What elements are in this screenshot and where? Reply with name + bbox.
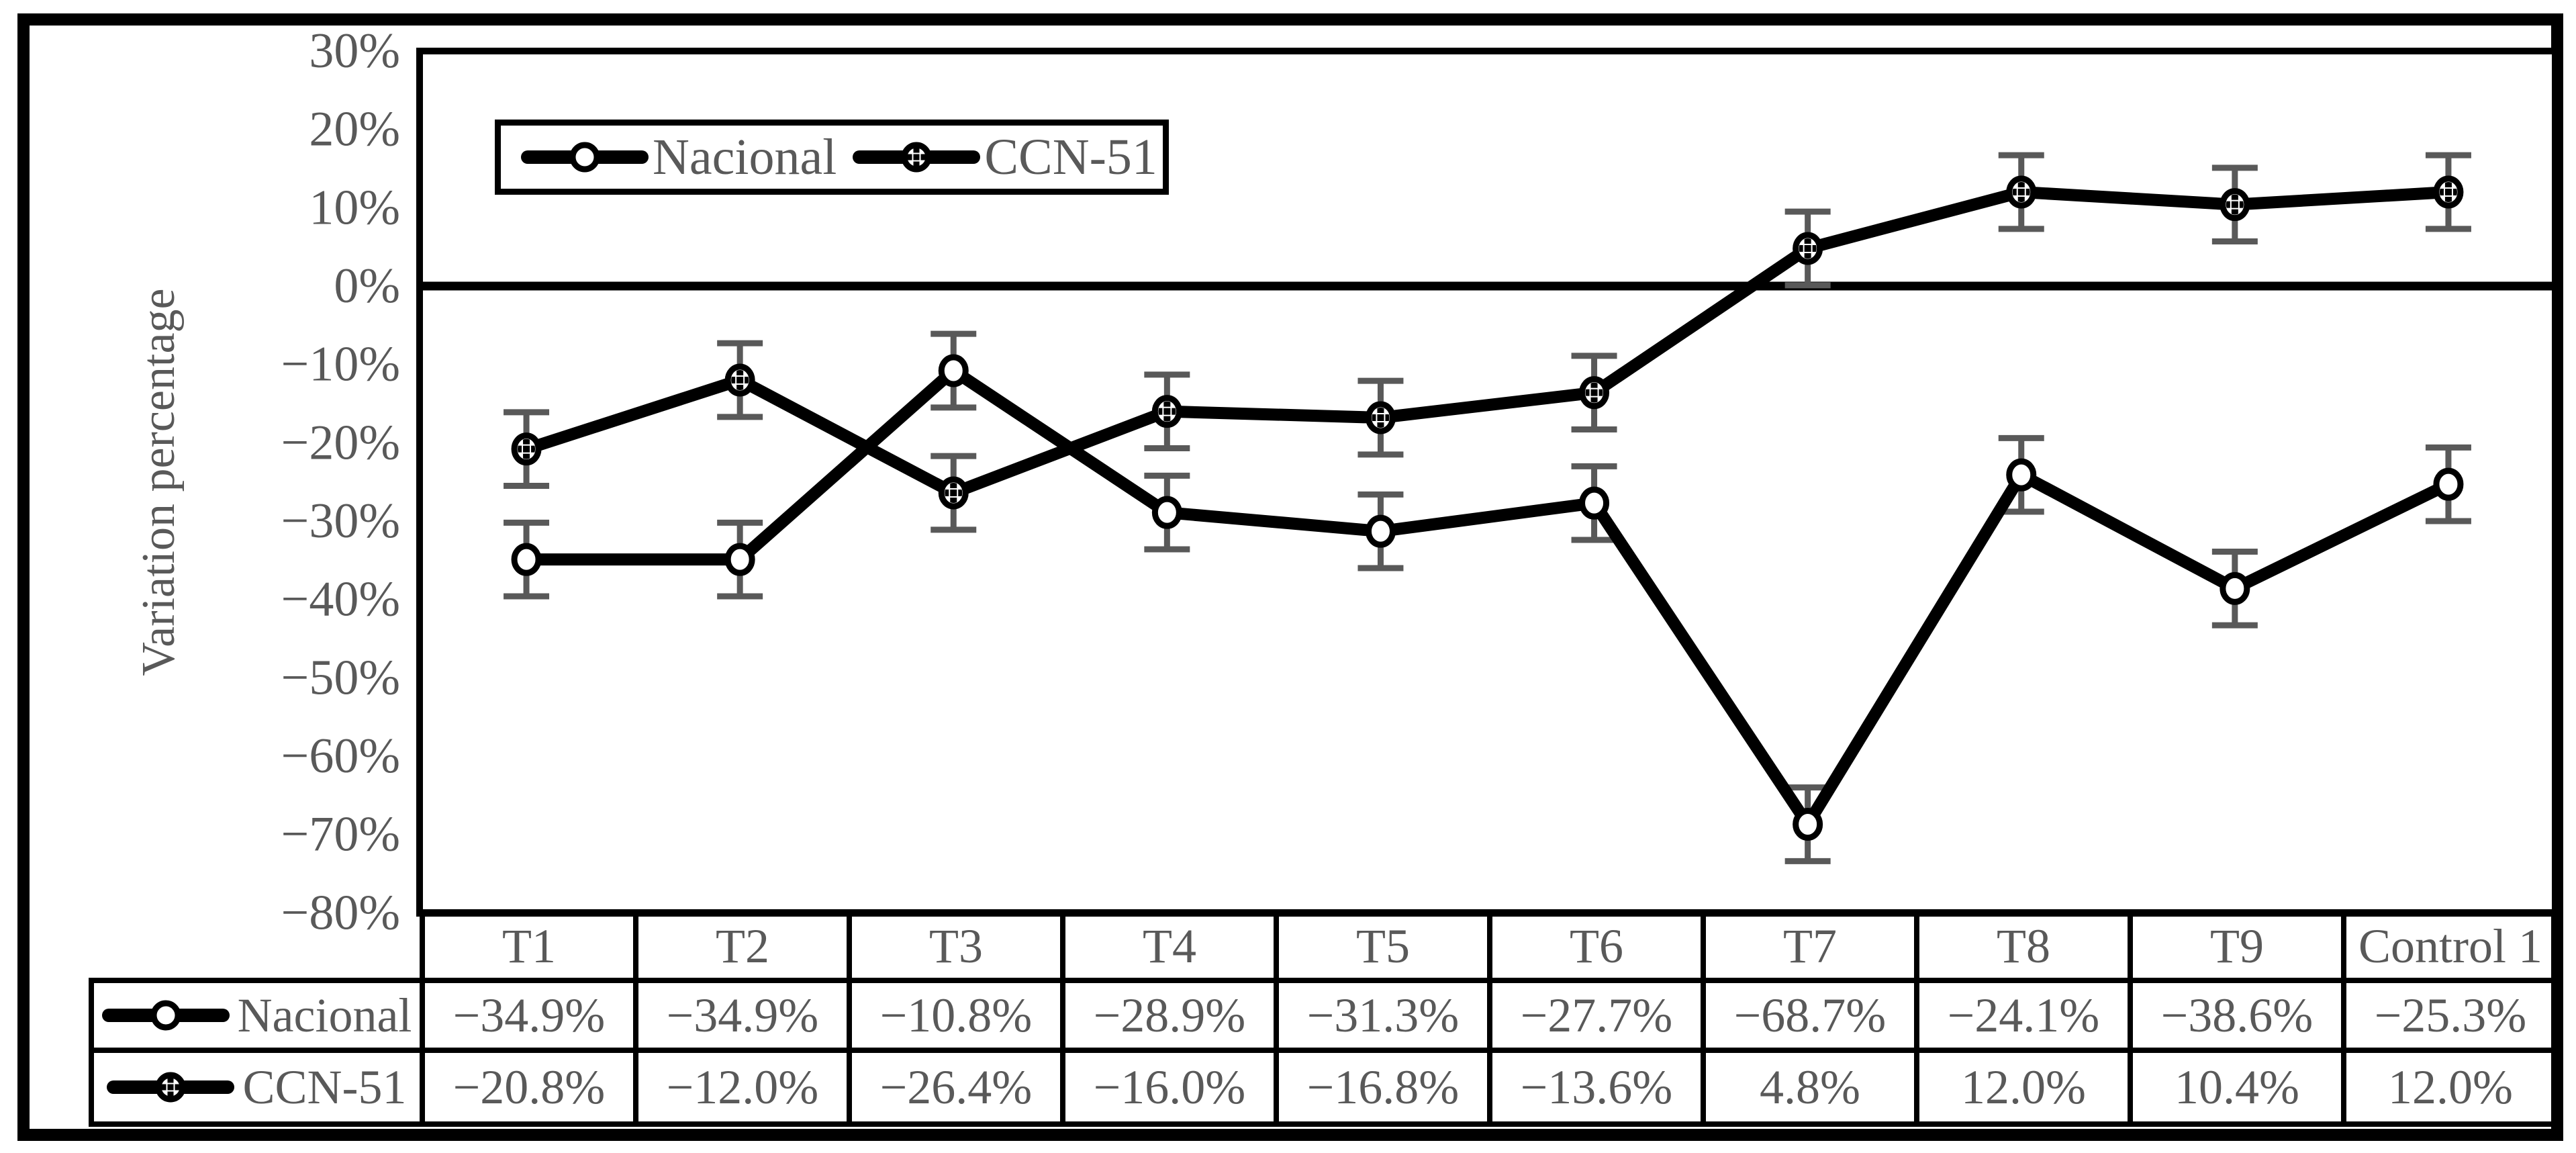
table-value-ccn-51-t7: 4.8% bbox=[1701, 1048, 1919, 1127]
y-tick-label-20: 20% bbox=[309, 102, 400, 157]
checker-circle-marker-icon bbox=[107, 1072, 235, 1103]
checker-circle-marker-icon bbox=[853, 142, 981, 173]
series-key-label: CCN-51 bbox=[242, 1060, 407, 1114]
marker-checker-circle-ccn-51-t1 bbox=[511, 432, 542, 466]
table-value-nacional-t2: −34.9% bbox=[633, 978, 852, 1053]
open-circle-marker-icon bbox=[521, 142, 649, 173]
table-header-t9: T9 bbox=[2128, 909, 2346, 983]
table-header-t8: T8 bbox=[1914, 909, 2133, 983]
table-value-nacional-t4: −28.9% bbox=[1060, 978, 1279, 1053]
table-series-key-ccn-51: CCN-51 bbox=[89, 1048, 425, 1127]
marker-checker-circle-ccn-51-t8 bbox=[2006, 175, 2037, 209]
legend-label-nacional: Nacional bbox=[653, 129, 837, 185]
table-corner-cell bbox=[91, 912, 422, 980]
y-tick-label-30: −30% bbox=[281, 494, 400, 549]
y-tick-label-70: −70% bbox=[281, 807, 400, 862]
series-key: CCN-51 bbox=[97, 1060, 417, 1115]
chart-legend: Nacional CCN-51 bbox=[495, 120, 1169, 195]
table-header-t3: T3 bbox=[847, 909, 1065, 983]
marker-open-circle-nacional-control-1 bbox=[2433, 467, 2464, 501]
table-value-nacional-t5: −31.3% bbox=[1274, 978, 1492, 1053]
y-tick-label-0: 0% bbox=[334, 259, 400, 314]
marker-checker-circle-ccn-51-t3 bbox=[938, 476, 969, 510]
table-value-ccn-51-t2: −12.0% bbox=[633, 1048, 852, 1127]
table-series-row-nacional: Nacional −34.9% −34.9% −10.8% −28.9% −31.3% −2… bbox=[89, 978, 2560, 1053]
table-series-key-nacional: Nacional bbox=[89, 978, 425, 1053]
chart-data-table: T1 T2 T3 T4 T5 T6 T7 T8 T9 Control 1 Nacional −34.9… bbox=[89, 909, 2560, 1127]
table-value-nacional-t7: −68.7% bbox=[1701, 978, 1919, 1053]
marker-checker-circle-ccn-51-t4 bbox=[1151, 395, 1182, 428]
table-header-t5: T5 bbox=[1274, 909, 1492, 983]
marker-open-circle-nacional-t4 bbox=[1151, 496, 1182, 529]
series-line-nacional bbox=[520, 365, 2454, 831]
marker-checker-circle-ccn-51-t5 bbox=[1365, 401, 1396, 434]
series-line-ccn-51 bbox=[520, 186, 2454, 499]
marker-checker-circle-ccn-51-t7 bbox=[1793, 232, 1823, 265]
y-axis-title: Variation percentage bbox=[133, 288, 185, 676]
y-tick-label-80: −80% bbox=[281, 885, 400, 940]
table-header-t4: T4 bbox=[1060, 909, 1279, 983]
y-tick-label-30: 30% bbox=[309, 24, 400, 79]
marker-checker-circle-ccn-51-t2 bbox=[724, 363, 755, 397]
marker-open-circle-nacional-t3 bbox=[938, 354, 969, 387]
y-tick-label-60: −60% bbox=[281, 729, 400, 784]
table-value-nacional-control-1: −25.3% bbox=[2341, 978, 2560, 1053]
marker-open-circle-nacional-t1 bbox=[511, 543, 542, 576]
series-key-label: Nacional bbox=[237, 988, 412, 1042]
y-tick-label-10: −10% bbox=[281, 337, 400, 392]
marker-checker-circle-ccn-51-t6 bbox=[1579, 376, 1610, 410]
y-tick-label-10: 10% bbox=[309, 180, 400, 235]
plot-area-frame bbox=[416, 48, 2559, 917]
table-header-t1: T1 bbox=[420, 909, 638, 983]
legend-label-ccn51: CCN-51 bbox=[984, 129, 1157, 185]
table-series-row-ccn-51: CCN-51 −20.8% −12.0% −26.4% −16.0% −16.8% −13.… bbox=[89, 1048, 2560, 1127]
marker-open-circle-nacional-t2 bbox=[724, 543, 755, 576]
table-header-t2: T2 bbox=[633, 909, 852, 983]
marker-open-circle-nacional-t5 bbox=[1365, 514, 1396, 548]
table-value-ccn-51-t9: 10.4% bbox=[2128, 1048, 2346, 1127]
marker-checker-circle-ccn-51-control-1 bbox=[2433, 175, 2464, 209]
marker-open-circle-nacional-t6 bbox=[1579, 486, 1610, 520]
legend-item-ccn51: CCN-51 bbox=[853, 132, 1157, 183]
marker-open-circle-nacional-t7 bbox=[1793, 808, 1823, 841]
table-value-ccn-51-t5: −16.8% bbox=[1274, 1048, 1492, 1127]
table-value-ccn-51-control-1: 12.0% bbox=[2341, 1048, 2560, 1127]
legend-item-nacional: Nacional bbox=[521, 132, 837, 183]
table-value-nacional-t9: −38.6% bbox=[2128, 978, 2346, 1053]
marker-open-circle-nacional-t8 bbox=[2006, 458, 2037, 492]
marker-checker-circle-ccn-51-t9 bbox=[2220, 188, 2250, 222]
y-tick-label-20: −20% bbox=[281, 415, 400, 470]
table-value-ccn-51-t1: −20.8% bbox=[420, 1048, 638, 1127]
table-value-nacional-t1: −34.9% bbox=[420, 978, 638, 1053]
table-header-row: T1 T2 T3 T4 T5 T6 T7 T8 T9 Control 1 bbox=[91, 909, 2560, 983]
table-header-t6: T6 bbox=[1487, 909, 1706, 983]
table-value-nacional-t3: −10.8% bbox=[847, 978, 1065, 1053]
table-value-ccn-51-t3: −26.4% bbox=[847, 1048, 1065, 1127]
series-key: Nacional bbox=[97, 988, 417, 1044]
table-header-control-1: Control 1 bbox=[2341, 909, 2560, 983]
checker-circle-marker-icon bbox=[853, 133, 981, 181]
table-value-ccn-51-t8: 12.0% bbox=[1914, 1048, 2133, 1127]
open-circle-marker-icon bbox=[521, 133, 649, 181]
y-tick-label-50: −50% bbox=[281, 650, 400, 705]
y-tick-label-40: −40% bbox=[281, 572, 400, 627]
table-header-t7: T7 bbox=[1701, 909, 1919, 983]
table-value-nacional-t8: −24.1% bbox=[1914, 978, 2133, 1053]
table-value-ccn-51-t6: −13.6% bbox=[1487, 1048, 1706, 1127]
marker-open-circle-nacional-t9 bbox=[2220, 571, 2250, 605]
table-value-nacional-t6: −27.7% bbox=[1487, 978, 1706, 1053]
open-circle-marker-icon bbox=[101, 1000, 230, 1031]
table-value-ccn-51-t4: −16.0% bbox=[1060, 1048, 1279, 1127]
